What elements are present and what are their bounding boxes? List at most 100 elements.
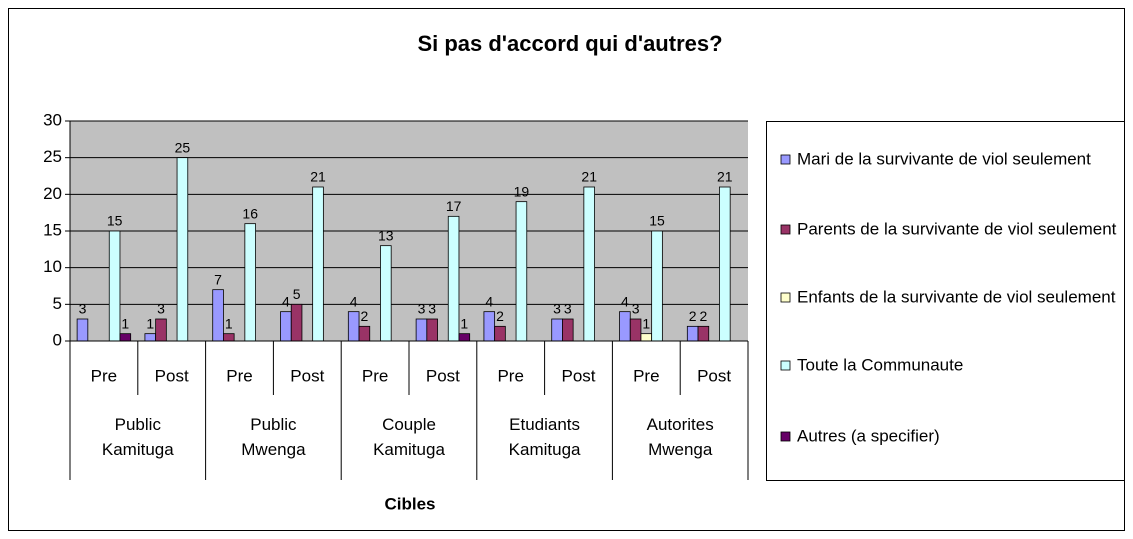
data-label: 4 <box>485 293 493 309</box>
legend-swatch <box>780 360 791 371</box>
data-label: 5 <box>293 286 301 302</box>
data-label: 2 <box>699 308 707 324</box>
x-tick-label: Pre <box>362 366 388 385</box>
x-tick-label: Post <box>155 366 189 385</box>
data-label: 7 <box>214 271 222 287</box>
legend-label: Enfants de la survivante de viol seuleme… <box>797 287 1116 306</box>
data-label: 19 <box>514 183 530 199</box>
bar <box>494 325 506 342</box>
data-label: 1 <box>121 315 129 331</box>
bar <box>619 311 631 342</box>
bar <box>223 333 235 342</box>
data-label: 4 <box>350 293 358 309</box>
data-label: 21 <box>717 169 733 185</box>
data-label: 2 <box>496 308 504 324</box>
legend-label: Parents de la survivante de viol seuleme… <box>797 219 1117 238</box>
data-label: 3 <box>553 301 561 317</box>
bar <box>290 303 303 342</box>
legend-label: Mari de la survivante de viol seulement <box>797 149 1091 168</box>
x-tick-label: Pre <box>633 366 659 385</box>
x-tick-label: Post <box>290 366 324 385</box>
legend-label: Autres (a specifier) <box>797 426 940 445</box>
y-tick-label: 5 <box>53 294 62 313</box>
bar <box>697 325 710 342</box>
group-label: Public Mwenga <box>241 415 306 459</box>
data-label: 21 <box>310 169 326 185</box>
legend-label: Toute la Communaute <box>797 355 963 374</box>
chart-title: Si pas d'accord qui d'autres? <box>417 31 722 56</box>
data-label: 1 <box>642 315 650 331</box>
bar <box>483 311 496 342</box>
bar <box>119 333 132 342</box>
data-label: 21 <box>581 169 597 185</box>
y-tick-label: 10 <box>43 257 62 276</box>
bar <box>583 186 595 342</box>
group-label: Etudiants Kamituga <box>509 415 581 459</box>
bar <box>108 230 121 342</box>
data-label: 1 <box>146 315 154 331</box>
bar <box>629 318 642 342</box>
bar <box>244 223 256 342</box>
data-label: 1 <box>460 315 468 331</box>
x-tick-label: Pre <box>91 366 117 385</box>
x-tick-label: Post <box>561 366 595 385</box>
y-tick-label: 0 <box>53 330 62 349</box>
data-label: 13 <box>378 227 394 243</box>
bar <box>347 311 360 342</box>
data-label: 3 <box>428 301 436 317</box>
bar <box>312 186 324 342</box>
data-label: 3 <box>79 301 87 317</box>
group-label: Autorites Mwenga <box>647 415 714 459</box>
legend-swatch <box>780 431 791 442</box>
x-tick-label: Post <box>426 366 460 385</box>
data-label: 4 <box>621 293 629 309</box>
data-label: 2 <box>689 308 697 324</box>
x-axis-label: Cibles <box>384 494 435 513</box>
bar <box>426 318 438 342</box>
bar <box>651 230 663 342</box>
bar <box>515 201 528 342</box>
bar <box>144 333 157 342</box>
data-label: 4 <box>282 293 290 309</box>
y-tick-label: 15 <box>43 220 62 239</box>
bar <box>280 311 292 342</box>
legend <box>766 121 1125 481</box>
bar <box>562 318 574 342</box>
data-label: 16 <box>242 205 258 221</box>
data-label: 3 <box>157 301 165 317</box>
bar <box>155 318 167 342</box>
group-label: Public Kamituga <box>102 415 174 459</box>
legend-swatch <box>780 154 791 165</box>
data-label: 17 <box>446 198 462 214</box>
bar <box>640 333 653 342</box>
group-label: Couple Kamituga <box>373 415 445 459</box>
bar <box>358 325 371 342</box>
bar <box>686 325 699 342</box>
data-label: 25 <box>175 139 191 155</box>
bar <box>212 289 224 342</box>
data-label: 3 <box>564 301 572 317</box>
bar <box>176 157 189 342</box>
bar <box>380 245 392 342</box>
y-tick-label: 25 <box>43 147 62 166</box>
data-label: 15 <box>107 213 123 229</box>
data-label: 3 <box>632 301 640 317</box>
bar <box>719 186 731 342</box>
y-tick-label: 20 <box>43 184 62 203</box>
legend-swatch <box>780 224 791 235</box>
bar <box>551 318 563 342</box>
y-tick-label: 30 <box>43 110 62 129</box>
data-label: 2 <box>360 308 368 324</box>
bar <box>415 318 428 342</box>
bar <box>76 318 89 342</box>
x-tick-label: Pre <box>226 366 252 385</box>
data-label: 1 <box>225 315 233 331</box>
x-tick-label: Post <box>697 366 731 385</box>
data-label: 3 <box>418 301 426 317</box>
x-tick-label: Pre <box>497 366 523 385</box>
bar <box>458 333 471 342</box>
bar <box>447 215 460 342</box>
legend-swatch <box>780 292 791 303</box>
data-label: 15 <box>649 213 665 229</box>
